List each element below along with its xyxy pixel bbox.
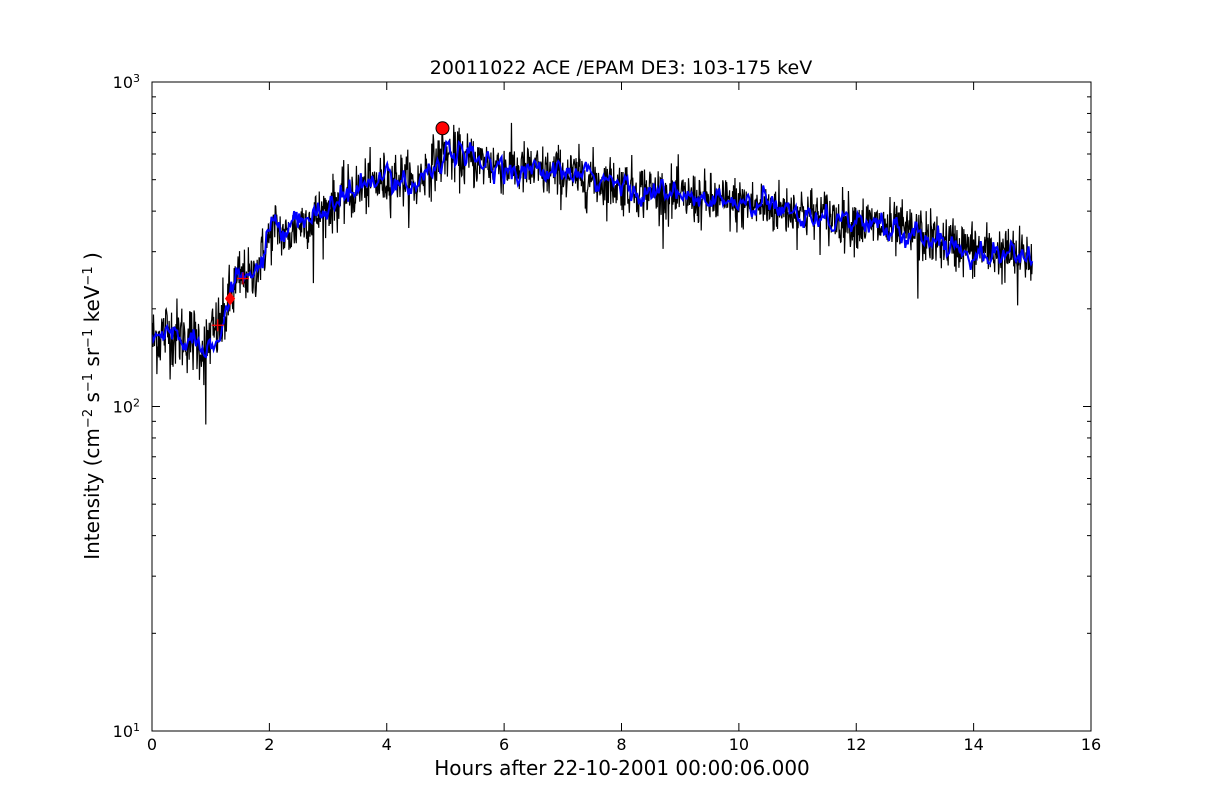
y-tick-label: 102 (113, 396, 140, 417)
x-axis: 0 2 4 6 8 10 12 14 16 (147, 82, 1101, 754)
marker-layer (211, 121, 450, 332)
y-axis-title-mid3: keV (80, 285, 104, 329)
y-tick-label: 103 (113, 72, 140, 93)
y-tick-exponent: 2 (133, 396, 140, 409)
y-tick-exponent: 1 (133, 721, 140, 734)
y-axis-title: Intensity (cm−2 s−1 sr−1 keV−1 ) (80, 252, 104, 560)
x-tick-label: 10 (729, 735, 749, 754)
x-tick-label: 8 (616, 735, 626, 754)
y-tick-base: 10 (113, 73, 133, 92)
x-axis-title: Hours after 22-10-2001 00:00:06.000 (434, 756, 810, 780)
chart-title: 20011022 ACE /EPAM DE3: 103-175 keV (430, 57, 812, 79)
y-axis-title-sup2: −1 (81, 373, 96, 392)
marker-plus-3 (211, 319, 224, 332)
x-tick-label: 4 (382, 735, 392, 754)
y-tick-label: 101 (113, 721, 140, 742)
marker-plus-2 (236, 272, 249, 285)
y-axis-title-mid2: sr (80, 347, 104, 373)
x-tick-label: 14 (963, 735, 983, 754)
x-tick-label: 0 (147, 735, 157, 754)
onset-marker-diamond (224, 291, 236, 306)
series-layer (152, 122, 1034, 425)
y-tick-base: 10 (113, 398, 133, 417)
x-tick-label: 2 (264, 735, 274, 754)
y-axis-title-sup4: −1 (81, 266, 96, 285)
y-axis-title-post: ) (80, 252, 104, 266)
y-axis-title-pre: Intensity (cm (80, 428, 104, 560)
smoothed-intensity-series (152, 139, 1034, 359)
y-axis-title-mid1: s (80, 392, 104, 409)
x-tick-label: 12 (846, 735, 866, 754)
y-tick-base: 10 (113, 722, 133, 741)
y-axis-title-sup3: −1 (81, 329, 96, 348)
x-tick-label: 6 (499, 735, 509, 754)
x-tick-label: 16 (1081, 735, 1101, 754)
peak-marker-circle (435, 121, 450, 136)
y-axis-title-sup1: −2 (81, 409, 96, 428)
y-tick-exponent: 3 (133, 72, 140, 85)
